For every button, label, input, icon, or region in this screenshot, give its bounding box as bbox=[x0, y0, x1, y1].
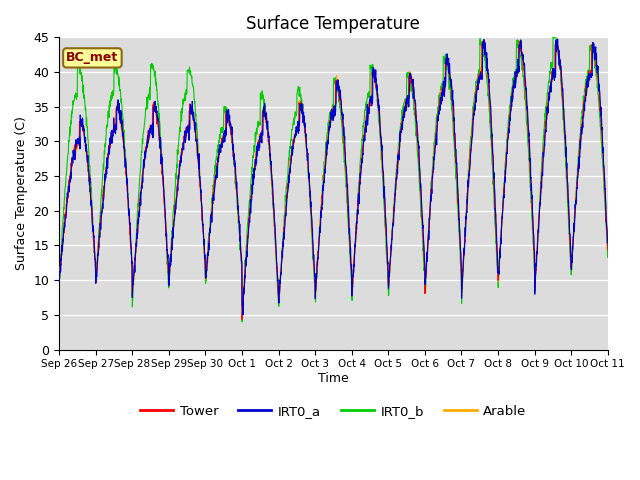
Line: Arable: Arable bbox=[59, 40, 608, 315]
Arable bbox=[349, 266, 357, 272]
Tower bbox=[556, 55, 563, 61]
Arable bbox=[479, 37, 487, 43]
Tower bbox=[238, 316, 246, 322]
Text: BC_met: BC_met bbox=[67, 51, 118, 64]
IRT0_a bbox=[493, 245, 500, 251]
Arable bbox=[556, 56, 563, 61]
IRT0_a bbox=[571, 212, 579, 218]
Title: Surface Temperature: Surface Temperature bbox=[246, 15, 420, 33]
Line: IRT0_a: IRT0_a bbox=[59, 39, 608, 315]
IRT0_a bbox=[239, 312, 247, 318]
Legend: Tower, IRT0_a, IRT0_b, Arable: Tower, IRT0_a, IRT0_b, Arable bbox=[135, 400, 532, 423]
Arable bbox=[604, 246, 612, 252]
IRT0_a bbox=[208, 207, 216, 213]
IRT0_a bbox=[554, 36, 561, 42]
Tower bbox=[208, 210, 216, 216]
Line: Tower: Tower bbox=[59, 41, 608, 319]
Arable bbox=[55, 276, 63, 281]
Tower bbox=[604, 247, 612, 252]
X-axis label: Time: Time bbox=[318, 372, 349, 385]
Tower bbox=[571, 210, 579, 216]
IRT0_b bbox=[349, 269, 357, 275]
IRT0_b bbox=[571, 209, 579, 215]
IRT0_b bbox=[362, 108, 369, 113]
IRT0_b bbox=[55, 282, 63, 288]
Tower bbox=[349, 270, 357, 276]
Arable bbox=[238, 312, 246, 318]
Arable bbox=[362, 121, 369, 127]
IRT0_a bbox=[55, 275, 63, 281]
IRT0_a bbox=[362, 125, 369, 131]
IRT0_a bbox=[349, 266, 357, 272]
IRT0_b bbox=[604, 254, 612, 260]
IRT0_b bbox=[208, 195, 216, 201]
Tower bbox=[362, 122, 369, 128]
IRT0_a bbox=[604, 240, 612, 245]
Tower bbox=[493, 250, 501, 255]
Tower bbox=[55, 273, 63, 279]
Line: IRT0_b: IRT0_b bbox=[59, 29, 608, 322]
IRT0_b bbox=[238, 319, 246, 324]
IRT0_b bbox=[556, 64, 563, 70]
IRT0_b bbox=[493, 263, 500, 269]
Arable bbox=[493, 247, 501, 253]
Y-axis label: Surface Temperature (C): Surface Temperature (C) bbox=[15, 117, 28, 270]
Tower bbox=[479, 38, 486, 44]
Arable bbox=[208, 202, 216, 207]
Arable bbox=[571, 213, 579, 218]
IRT0_b bbox=[550, 26, 557, 32]
IRT0_a bbox=[556, 63, 563, 69]
